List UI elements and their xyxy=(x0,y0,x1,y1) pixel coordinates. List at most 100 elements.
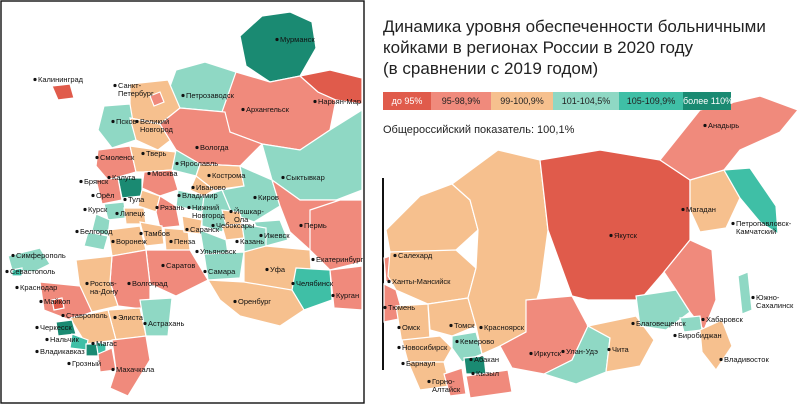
city-ufa: Уфа xyxy=(265,265,286,274)
city-label: Екатеринбург xyxy=(316,255,363,264)
city-kyzyl: Кызыл xyxy=(471,369,499,378)
city-perm: Пермь xyxy=(299,221,327,230)
region-kamchatka xyxy=(723,167,779,236)
city-marker xyxy=(469,357,473,362)
region-orenburg xyxy=(206,279,305,327)
legend-item-3: 99-100,9% xyxy=(491,92,553,110)
city-astrakhan: Астрахань xyxy=(143,319,185,328)
city-label: Орёл xyxy=(96,191,115,200)
city-label: Салехард xyxy=(398,251,433,260)
city-label: Курск xyxy=(88,205,108,214)
city-label: Севастополь xyxy=(10,267,55,276)
region-kaliningrad xyxy=(51,83,75,101)
city-marker xyxy=(275,37,279,42)
city-lipetsk: Липецк xyxy=(115,209,146,218)
city-marker xyxy=(233,299,237,304)
city-marker xyxy=(681,207,685,212)
city-oryol: Орёл xyxy=(91,191,115,200)
city-marker xyxy=(111,119,115,124)
city-marker xyxy=(455,339,459,344)
city-label: Кемерово xyxy=(460,337,494,346)
city-smolensk: Смоленск xyxy=(95,153,135,162)
region-sevastopol xyxy=(11,267,23,277)
city-marker xyxy=(75,229,79,234)
city-marker xyxy=(331,293,335,298)
city-label: Липецк xyxy=(120,209,146,218)
city-label: Махачкала xyxy=(116,365,155,374)
city-label: Тюмень xyxy=(388,303,415,312)
city-label: Ханты-Мансийск xyxy=(392,277,451,286)
inset-frame xyxy=(0,0,365,404)
city-label: Воронеж xyxy=(116,237,147,246)
city-barnaul: Барнаул xyxy=(401,359,435,368)
city-label: Владивосток xyxy=(724,355,769,364)
city-label: Саратов xyxy=(166,261,195,270)
city-murmansk: Мурманск xyxy=(275,35,315,44)
city-syktyvkar: Сыктывкар xyxy=(281,173,325,182)
city-label: Черкесск xyxy=(40,323,72,332)
city-label: Москва xyxy=(152,169,178,178)
city-stavropol: Ставрополь xyxy=(61,311,108,320)
city-marker xyxy=(95,155,99,160)
region-kostroma xyxy=(195,163,245,191)
city-marker xyxy=(181,93,185,98)
map-title: Динамика уровня обеспеченности больничны… xyxy=(383,16,793,79)
legend-item-4: 101-104,5% xyxy=(553,92,619,110)
city-sevastopol: Севастополь xyxy=(5,267,55,276)
city-label: Калуга xyxy=(112,173,136,182)
city-label: Горно-Алтайск xyxy=(432,377,461,394)
title-line-1: Динамика уровня обеспеченности больничны… xyxy=(383,17,766,36)
city-khantymansiysk: Ханты-Мансийск xyxy=(387,277,451,286)
city-simferopol: Симферополь xyxy=(11,251,66,260)
city-label: Казань xyxy=(240,237,264,246)
city-anadyr: Анадырь xyxy=(703,121,739,130)
city-labels: Мурманск Калининград Санкт-Петербург Петроз… xyxy=(5,35,794,394)
city-label: Нижний Новгород xyxy=(192,203,225,220)
region-tomsk xyxy=(427,297,477,337)
city-spb: Санкт-Петербург xyxy=(113,81,154,98)
city-kaluga: Калуга xyxy=(107,173,136,182)
city-marker xyxy=(311,257,315,262)
city-saransk: Саранск xyxy=(185,225,220,234)
city-label: Кызыл xyxy=(476,369,499,378)
city-tver: Тверь xyxy=(141,149,166,158)
city-yakutsk: Якутск xyxy=(609,231,638,240)
city-label: Вологда xyxy=(200,143,229,152)
city-arkhangelsk: Архангельск xyxy=(241,105,290,114)
city-marker xyxy=(155,205,159,210)
region-saratov xyxy=(145,249,209,297)
city-marker xyxy=(241,107,245,112)
legend-item-2: 95-98,9% xyxy=(431,92,491,110)
city-label: Саранск xyxy=(190,225,220,234)
city-marker xyxy=(177,193,181,198)
region-zabaikalsky xyxy=(586,315,655,373)
region-chelyabinsk xyxy=(291,267,333,311)
city-marker xyxy=(11,253,15,258)
region-murmansk xyxy=(239,11,317,83)
legend-item-5: 105-109,9% xyxy=(619,92,683,110)
city-krasnoyarsk: Красноярск xyxy=(479,323,525,332)
city-marker xyxy=(427,379,431,384)
city-marker xyxy=(281,175,285,180)
city-label: Пенза xyxy=(174,237,196,246)
city-label: Ижевск xyxy=(264,231,290,240)
title-line-3: (в сравнении с 2019 годом) xyxy=(383,59,599,78)
city-label: Ростов-на-Дону xyxy=(90,279,118,296)
city-kostroma: Кострома xyxy=(207,171,246,180)
city-marker xyxy=(561,349,565,354)
city-salekhard: Салехард xyxy=(393,251,433,260)
city-label: Южно-Сахалинск xyxy=(756,293,794,310)
city-label: Краснодар xyxy=(20,283,57,292)
region-spb xyxy=(149,91,165,107)
city-tambov: Тамбов xyxy=(139,229,170,238)
city-ekaterinburg: Екатеринбург xyxy=(311,255,363,264)
city-marker xyxy=(185,227,189,232)
city-label: Великий Новгород xyxy=(140,117,173,134)
city-label: Барнаул xyxy=(406,359,435,368)
city-label: Санкт-Петербург xyxy=(118,81,154,98)
city-label: Абакан xyxy=(474,355,499,364)
city-label: Анадырь xyxy=(708,121,739,130)
region-novosibirsk xyxy=(401,335,453,363)
city-marker xyxy=(91,193,95,198)
region-tuva xyxy=(465,369,513,399)
